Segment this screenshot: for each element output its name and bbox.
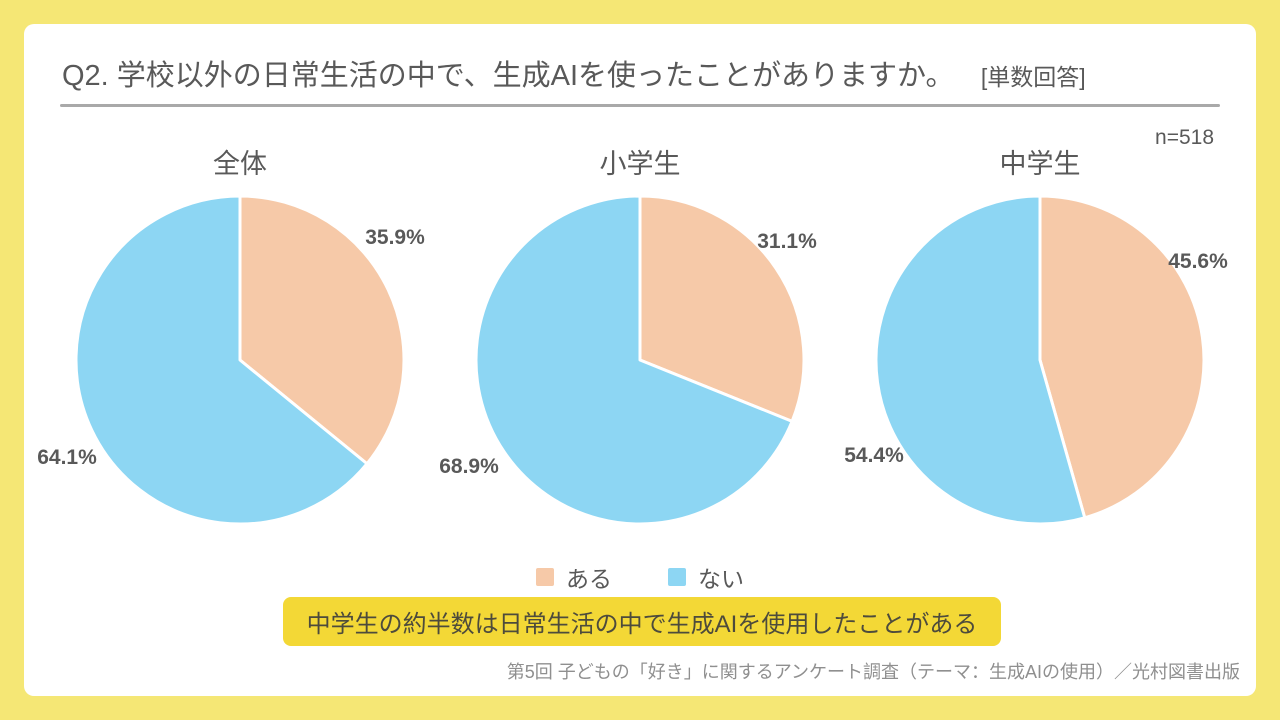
legend: ある ない [0, 560, 1280, 594]
pct-label-overall-aru: 35.9% [365, 226, 425, 249]
question-title-row: Q2. 学校以外の日常生活の中で、生成AIを使ったことがありますか。 [単数回答… [62, 52, 1222, 94]
pct-label-juniorhigh-aru: 45.6% [1168, 250, 1228, 273]
pie-title-elementary: 小学生 [599, 149, 681, 179]
title-divider [60, 104, 1220, 107]
legend-label-aru: ある [566, 566, 612, 592]
legend-item-nai: ない [668, 560, 744, 594]
pct-label-juniorhigh-nai: 54.4% [844, 444, 904, 467]
legend-swatch-aru [536, 568, 554, 586]
source-credit: 第5回 子どもの「好き」に関するアンケート調査（テーマ：生成AIの使用）／光村図… [506, 662, 1240, 682]
pie-chart-overall [70, 190, 410, 530]
pct-label-elementary-nai: 68.9% [439, 455, 499, 478]
key-finding-banner: 中学生の約半数は日常生活の中で生成AIを使用したことがある [283, 597, 1001, 646]
legend-item-aru: ある [536, 560, 612, 594]
answer-type-note: [単数回答] [980, 64, 1086, 90]
legend-swatch-nai [668, 568, 686, 586]
key-finding-text: 中学生の約半数は日常生活の中で生成AIを使用したことがある [306, 611, 978, 638]
pie-chart-juniorhigh [870, 190, 1210, 530]
question-title: Q2. 学校以外の日常生活の中で、生成AIを使ったことがありますか。 [62, 60, 955, 92]
pct-label-overall-nai: 64.1% [37, 446, 97, 469]
pie-title-overall: 全体 [213, 149, 267, 179]
pct-label-elementary-aru: 31.1% [757, 230, 817, 253]
pie-title-juniorhigh: 中学生 [999, 149, 1081, 179]
sample-size: n=518 [1155, 126, 1214, 149]
pie-chart-elementary [470, 190, 810, 530]
legend-label-nai: ない [698, 566, 744, 592]
